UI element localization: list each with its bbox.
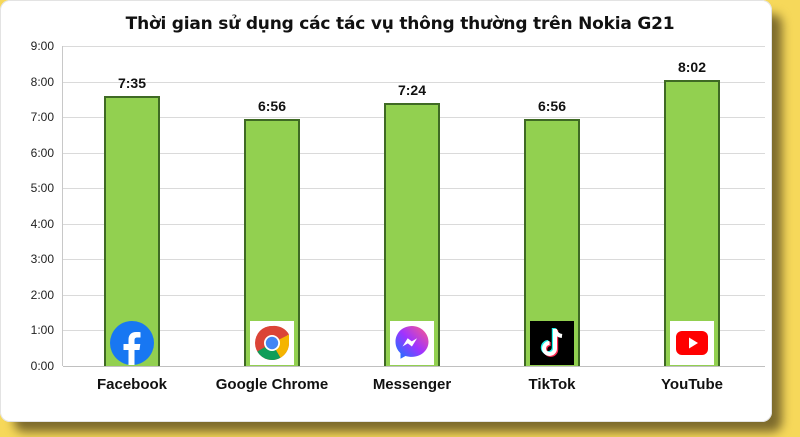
y-tick-label: 2:00 bbox=[30, 287, 54, 302]
tiktok-icon bbox=[530, 321, 574, 365]
y-tick-label: 9:00 bbox=[30, 39, 54, 53]
y-tick-label: 1:00 bbox=[30, 323, 54, 338]
chart-title: Thời gian sử dụng các tác vụ thông thườn… bbox=[125, 14, 675, 34]
x-category-label: TikTok bbox=[528, 376, 576, 393]
value-label: 6:56 bbox=[257, 98, 287, 115]
y-tick-label: 4:00 bbox=[30, 216, 54, 231]
bar-youtube bbox=[664, 80, 720, 366]
gridline bbox=[63, 46, 765, 47]
y-tick-label: 5:00 bbox=[30, 181, 54, 196]
x-category-label: YouTube bbox=[661, 376, 723, 393]
value-label: 8:02 bbox=[677, 59, 707, 76]
messenger-icon bbox=[390, 321, 434, 365]
y-tick-label: 6:00 bbox=[30, 145, 54, 160]
x-category-label: Google Chrome bbox=[215, 376, 329, 393]
x-category-label: Facebook bbox=[96, 376, 168, 393]
y-tick-label: 0:00 bbox=[30, 359, 54, 373]
value-label: 7:24 bbox=[397, 81, 427, 98]
chrome-icon bbox=[250, 321, 294, 365]
gridline bbox=[63, 366, 765, 367]
gridline bbox=[63, 81, 765, 83]
y-tick-label: 7:00 bbox=[30, 110, 54, 125]
youtube-icon bbox=[670, 321, 714, 365]
value-label: 6:56 bbox=[537, 98, 567, 115]
y-tick-label: 3:00 bbox=[30, 252, 54, 267]
y-tick-label: 8:00 bbox=[30, 74, 54, 89]
value-label: 7:35 bbox=[117, 75, 147, 92]
facebook-icon bbox=[110, 321, 154, 365]
x-category-label: Messenger bbox=[372, 376, 452, 393]
